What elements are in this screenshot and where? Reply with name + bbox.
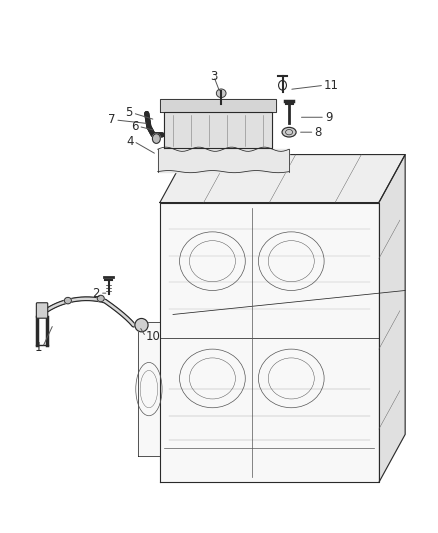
Text: 8: 8 bbox=[314, 126, 322, 139]
Text: 4: 4 bbox=[126, 135, 134, 148]
Ellipse shape bbox=[180, 232, 245, 290]
Polygon shape bbox=[160, 99, 276, 112]
Text: 10: 10 bbox=[146, 330, 161, 343]
Polygon shape bbox=[164, 112, 272, 148]
Ellipse shape bbox=[216, 89, 226, 98]
Ellipse shape bbox=[282, 127, 296, 137]
FancyBboxPatch shape bbox=[36, 303, 48, 318]
Ellipse shape bbox=[97, 295, 104, 302]
Text: 11: 11 bbox=[324, 79, 339, 92]
Text: 2: 2 bbox=[92, 287, 100, 300]
Text: 5: 5 bbox=[125, 107, 133, 119]
Polygon shape bbox=[160, 155, 405, 203]
Text: 1: 1 bbox=[35, 341, 42, 354]
Polygon shape bbox=[138, 322, 160, 456]
Ellipse shape bbox=[152, 134, 160, 143]
Text: 9: 9 bbox=[325, 111, 332, 124]
Polygon shape bbox=[158, 149, 289, 172]
Ellipse shape bbox=[258, 349, 324, 408]
Ellipse shape bbox=[258, 232, 324, 290]
Ellipse shape bbox=[64, 297, 71, 304]
Ellipse shape bbox=[135, 318, 148, 332]
Polygon shape bbox=[379, 155, 405, 482]
Ellipse shape bbox=[180, 349, 245, 408]
Text: 3: 3 bbox=[210, 70, 217, 83]
Text: 7: 7 bbox=[108, 114, 115, 126]
Text: 6: 6 bbox=[131, 120, 138, 133]
Polygon shape bbox=[160, 203, 379, 482]
